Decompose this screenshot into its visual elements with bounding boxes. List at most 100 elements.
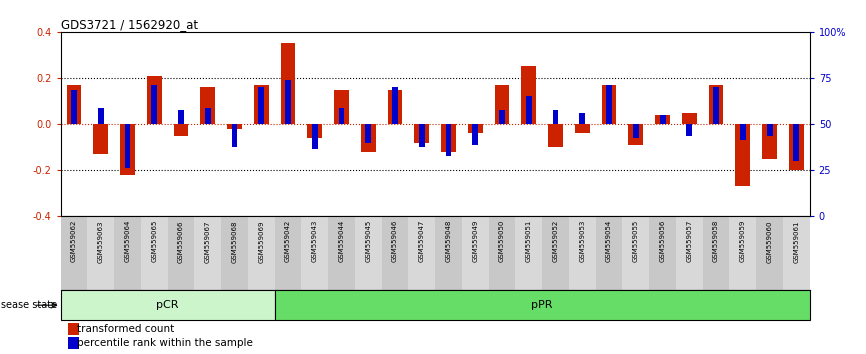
Bar: [542, 216, 569, 290]
Text: GSM559050: GSM559050: [499, 220, 505, 262]
Bar: [660, 115, 665, 124]
Bar: [174, 124, 189, 136]
Text: GSM559045: GSM559045: [365, 220, 372, 262]
Bar: [328, 216, 355, 290]
Bar: [307, 124, 322, 138]
Bar: [415, 124, 430, 143]
Bar: [68, 323, 80, 335]
Text: GSM559055: GSM559055: [633, 220, 639, 262]
Bar: [114, 216, 141, 290]
Bar: [436, 216, 462, 290]
Bar: [258, 87, 264, 124]
Bar: [553, 110, 559, 124]
Text: GSM559060: GSM559060: [766, 220, 772, 263]
Bar: [793, 124, 799, 161]
Text: pCR: pCR: [157, 300, 179, 310]
Bar: [766, 124, 772, 136]
Bar: [275, 216, 301, 290]
Bar: [141, 216, 168, 290]
Text: GSM559044: GSM559044: [339, 220, 345, 262]
Bar: [200, 87, 215, 124]
Text: disease state: disease state: [0, 300, 61, 310]
Bar: [67, 85, 81, 124]
Bar: [231, 124, 237, 147]
Bar: [735, 124, 750, 186]
Bar: [783, 216, 810, 290]
Bar: [339, 108, 345, 124]
Bar: [713, 87, 719, 124]
Text: percentile rank within the sample: percentile rank within the sample: [77, 338, 253, 348]
Text: GSM559052: GSM559052: [553, 220, 559, 262]
Text: GSM559057: GSM559057: [687, 220, 692, 262]
Text: pPR: pPR: [532, 300, 553, 310]
Bar: [708, 85, 723, 124]
Text: GSM559048: GSM559048: [445, 220, 451, 262]
Bar: [71, 90, 77, 124]
Bar: [579, 113, 585, 124]
Bar: [120, 124, 135, 175]
Text: GSM559069: GSM559069: [258, 220, 264, 263]
Bar: [392, 87, 398, 124]
Bar: [168, 216, 194, 290]
Text: GDS3721 / 1562920_at: GDS3721 / 1562920_at: [61, 18, 197, 31]
Bar: [756, 216, 783, 290]
Bar: [462, 216, 488, 290]
Bar: [94, 124, 108, 154]
Text: GSM559051: GSM559051: [526, 220, 532, 262]
Bar: [61, 216, 87, 290]
Bar: [656, 115, 670, 124]
Bar: [602, 85, 617, 124]
Bar: [227, 124, 242, 129]
Text: GSM559058: GSM559058: [713, 220, 719, 262]
Text: GSM559042: GSM559042: [285, 220, 291, 262]
Text: GSM559053: GSM559053: [579, 220, 585, 262]
Bar: [521, 67, 536, 124]
Bar: [301, 216, 328, 290]
Bar: [526, 96, 532, 124]
Bar: [446, 124, 451, 156]
Bar: [702, 216, 729, 290]
Bar: [152, 85, 158, 124]
Bar: [275, 290, 810, 320]
Text: GSM559066: GSM559066: [178, 220, 184, 263]
Bar: [789, 124, 804, 170]
Bar: [762, 124, 777, 159]
Text: GSM559064: GSM559064: [125, 220, 131, 262]
Bar: [178, 110, 184, 124]
Bar: [147, 76, 162, 124]
Text: GSM559068: GSM559068: [231, 220, 237, 263]
Bar: [687, 124, 692, 136]
Text: GSM559062: GSM559062: [71, 220, 77, 262]
Bar: [623, 216, 650, 290]
Bar: [98, 108, 104, 124]
Text: GSM559059: GSM559059: [740, 220, 746, 262]
Bar: [676, 216, 702, 290]
Bar: [221, 216, 248, 290]
Text: GSM559065: GSM559065: [152, 220, 158, 262]
Text: GSM559043: GSM559043: [312, 220, 318, 262]
Text: GSM559063: GSM559063: [98, 220, 104, 263]
Bar: [125, 124, 131, 168]
Text: GSM559056: GSM559056: [660, 220, 666, 262]
Bar: [254, 85, 268, 124]
Bar: [61, 290, 275, 320]
Bar: [606, 85, 612, 124]
Bar: [68, 337, 80, 349]
Bar: [682, 113, 696, 124]
Bar: [365, 124, 372, 143]
Bar: [194, 216, 221, 290]
Bar: [569, 216, 596, 290]
Bar: [548, 124, 563, 147]
Bar: [515, 216, 542, 290]
Text: GSM559061: GSM559061: [793, 220, 799, 263]
Bar: [499, 110, 505, 124]
Bar: [488, 216, 515, 290]
Bar: [650, 216, 676, 290]
Text: transformed count: transformed count: [77, 324, 174, 334]
Bar: [312, 124, 318, 149]
Bar: [419, 124, 424, 147]
Bar: [281, 44, 295, 124]
Bar: [472, 124, 478, 145]
Bar: [596, 216, 623, 290]
Bar: [388, 90, 403, 124]
